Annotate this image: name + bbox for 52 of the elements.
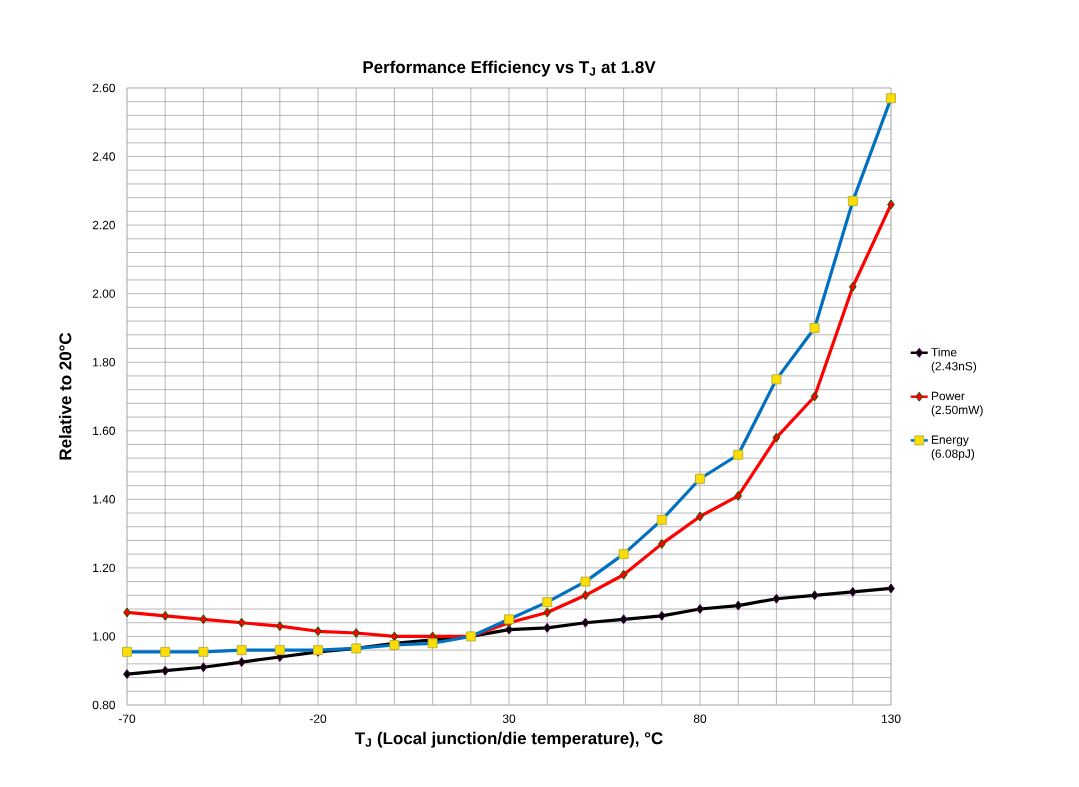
y-tick-label: 1.80 xyxy=(93,357,116,367)
point xyxy=(581,590,590,601)
point xyxy=(199,614,208,625)
point xyxy=(848,586,857,597)
point xyxy=(352,628,361,638)
point xyxy=(619,614,628,625)
y-tick-label: 1.00 xyxy=(93,632,116,641)
point xyxy=(123,669,131,680)
point xyxy=(161,665,170,676)
legend-label: Energy (6.08pJ) xyxy=(931,435,975,461)
point xyxy=(657,538,666,549)
point xyxy=(237,657,246,668)
point xyxy=(810,590,819,601)
point xyxy=(810,391,819,402)
x-tick-label: 130 xyxy=(881,714,901,723)
x-tick-label: 30 xyxy=(502,714,516,723)
x-axis-title: T$_{J}$ (Local junction/die temperature), °C xyxy=(355,731,663,748)
point xyxy=(887,199,895,210)
point xyxy=(199,662,208,673)
y-tick-label: 2.60 xyxy=(92,83,116,93)
x-tick-label: 80 xyxy=(693,714,707,723)
y-axis-title: Relative to 20°C xyxy=(58,332,72,460)
point xyxy=(772,432,781,443)
point xyxy=(734,600,743,611)
point xyxy=(734,490,743,501)
point xyxy=(772,593,781,604)
point xyxy=(848,281,857,292)
y-tick-label: 1.40 xyxy=(93,495,116,504)
point xyxy=(887,583,895,594)
y-tick-label: 0.80 xyxy=(92,700,116,710)
point xyxy=(619,569,628,580)
y-tick-label: 1.60 xyxy=(93,426,116,435)
point xyxy=(314,626,322,637)
legend-label: Power (2.50mW) xyxy=(931,391,983,417)
x-tick-label: -70 xyxy=(118,714,136,723)
y-tick-label: 2.40 xyxy=(92,152,116,161)
point xyxy=(543,607,552,618)
chart-title: Performance Efficiency vs T$_{J}$ at 1.8V xyxy=(363,60,656,77)
point xyxy=(237,617,246,628)
y-tick-label: 2.00 xyxy=(92,289,116,298)
y-tick-label: 2.20 xyxy=(92,220,116,230)
point xyxy=(581,617,590,628)
point xyxy=(696,511,704,522)
point xyxy=(657,610,666,621)
point xyxy=(161,610,170,621)
point xyxy=(543,622,552,633)
legend-label: Time (2.43nS) xyxy=(931,347,977,373)
point xyxy=(123,607,131,618)
y-tick-label: 1.20 xyxy=(93,563,116,573)
x-tick-label: -20 xyxy=(309,714,327,723)
point xyxy=(275,621,284,632)
point xyxy=(696,604,704,614)
